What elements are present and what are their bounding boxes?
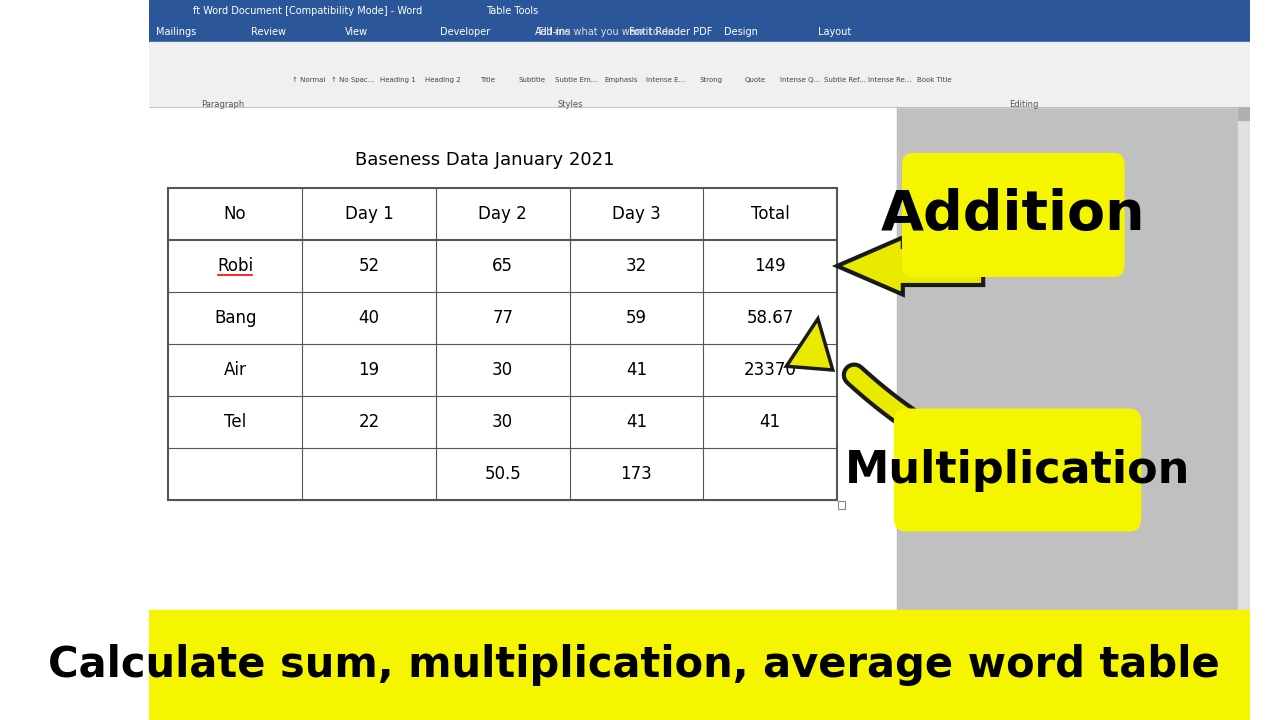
Text: Mailings: Mailings [156,27,197,37]
Bar [1238,107,1249,720]
Bar [150,22,1249,42]
Text: 52: 52 [358,257,379,275]
Text: Addition: Addition [881,188,1146,242]
Text: ↑ Normal: ↑ Normal [292,77,325,83]
Text: Subtle Ref...: Subtle Ref... [824,77,865,83]
Text: Strong: Strong [699,77,722,83]
Text: Baseness Data January 2021: Baseness Data January 2021 [355,151,614,169]
Text: 149: 149 [754,257,786,275]
Bar [838,501,845,509]
Text: Book Title: Book Title [916,77,951,83]
Text: Paragraph: Paragraph [201,99,244,109]
Text: Subtitle: Subtitle [518,77,545,83]
FancyBboxPatch shape [893,408,1142,531]
Bar [150,107,897,720]
Text: Subtle Em...: Subtle Em... [556,77,598,83]
Text: ↑ No Spac...: ↑ No Spac... [332,77,375,83]
Text: 40: 40 [358,309,379,327]
Text: Intense Re...: Intense Re... [868,77,911,83]
Text: 41: 41 [759,413,781,431]
Text: 59: 59 [626,309,646,327]
Text: 41: 41 [626,361,646,379]
Text: Review: Review [251,27,285,37]
Bar [897,0,1249,720]
Polygon shape [786,319,833,370]
Text: Emphasis: Emphasis [604,77,637,83]
Text: 41: 41 [626,413,646,431]
Text: Air: Air [224,361,247,379]
Text: Bang: Bang [214,309,256,327]
Bar [150,0,1249,22]
Text: Heading 2: Heading 2 [425,77,461,83]
Text: Design: Design [723,27,758,37]
Bar [150,610,1249,720]
Text: Tel: Tel [224,413,246,431]
Text: Day 2: Day 2 [479,205,527,223]
Polygon shape [837,238,983,294]
Text: View: View [346,27,369,37]
Text: Tell me what you want to do...: Tell me what you want to do... [536,27,684,37]
Text: Day 1: Day 1 [344,205,393,223]
Text: Foxit Reader PDF: Foxit Reader PDF [628,27,713,37]
Text: Quote: Quote [745,77,765,83]
Bar [168,188,837,500]
Text: Styles: Styles [558,99,584,109]
Text: Table Tools: Table Tools [486,6,539,16]
Text: 77: 77 [493,309,513,327]
Text: 173: 173 [621,465,653,483]
FancyBboxPatch shape [902,153,1125,277]
Text: ft Word Document [Compatibility Mode] - Word: ft Word Document [Compatibility Mode] - … [193,6,422,16]
Text: No: No [224,205,247,223]
Text: 58.67: 58.67 [746,309,794,327]
Text: Calculate sum, multiplication, average word table: Calculate sum, multiplication, average w… [47,644,1220,686]
Text: Title: Title [480,77,494,83]
Text: 30: 30 [492,413,513,431]
Text: Intense Q...: Intense Q... [780,77,820,83]
Text: Day 3: Day 3 [612,205,660,223]
Text: 50.5: 50.5 [484,465,521,483]
Text: 30: 30 [492,361,513,379]
Text: 22: 22 [358,413,380,431]
Text: Editing: Editing [1009,99,1038,109]
Text: Multiplication: Multiplication [845,449,1190,492]
Text: Add-ins: Add-ins [535,27,571,37]
Text: 65: 65 [493,257,513,275]
Bar [1239,108,1249,120]
Text: Developer: Developer [440,27,490,37]
Text: 23370: 23370 [744,361,796,379]
Text: Robi: Robi [218,257,253,275]
Text: 32: 32 [626,257,648,275]
Bar [150,42,1249,107]
Text: Layout: Layout [818,27,851,37]
Text: Intense E...: Intense E... [646,77,686,83]
Text: Heading 1: Heading 1 [380,77,416,83]
Text: Total: Total [751,205,790,223]
Text: 19: 19 [358,361,379,379]
